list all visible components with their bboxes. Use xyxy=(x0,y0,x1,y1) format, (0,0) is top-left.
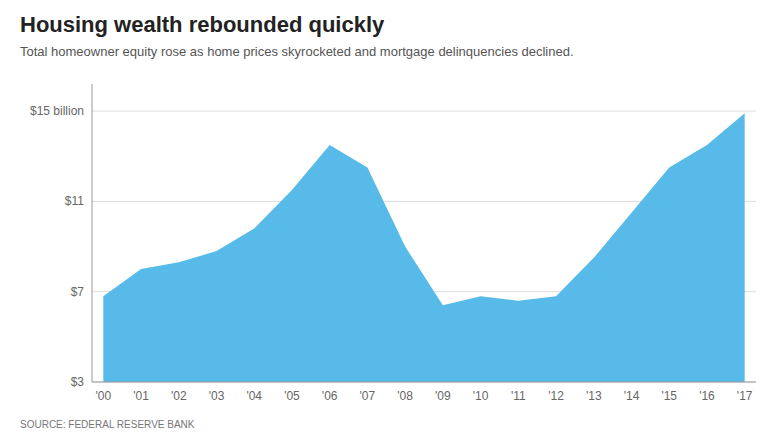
y-axis-line xyxy=(92,84,93,382)
y-tick-label: $7 xyxy=(71,285,85,299)
chart-svg: Housing wealth rebounded quickly Total ho… xyxy=(0,0,780,438)
x-tick-label: '02 xyxy=(171,389,187,403)
x-tick-label: '13 xyxy=(586,389,602,403)
y-tick-label: $11 xyxy=(65,194,84,208)
chart-container: Housing wealth rebounded quickly Total ho… xyxy=(0,0,780,438)
plot-area xyxy=(103,113,744,382)
area xyxy=(103,113,744,382)
grid-line xyxy=(92,382,756,383)
x-tick-label: '14 xyxy=(624,389,640,403)
page-body: {"chart_data": {"type": "area", "title":… xyxy=(0,0,780,438)
x-tick-label: '17 xyxy=(737,389,753,403)
subtitle: Total homeowner equity rose as home pric… xyxy=(20,44,574,59)
x-tick-label: '03 xyxy=(209,389,225,403)
x-tick-label: '10 xyxy=(473,389,489,403)
source: SOURCE: FEDERAL RESERVE BANK xyxy=(20,419,195,430)
x-tick-label: '05 xyxy=(284,389,300,403)
x-axis-line xyxy=(92,382,756,383)
x-tick-label: '08 xyxy=(397,389,413,403)
x-tick-label: '16 xyxy=(699,389,715,403)
x-tick-label: '12 xyxy=(548,389,564,403)
x-tick-label: '01 xyxy=(133,389,149,403)
x-tick-label: '07 xyxy=(360,389,376,403)
y-tick-label: $3 xyxy=(71,375,85,389)
x-tick-label: '11 xyxy=(511,389,526,403)
x-tick-label: '00 xyxy=(95,389,111,403)
title: Housing wealth rebounded quickly xyxy=(20,12,385,37)
x-axis: '00 '01 '02 '03 '04 '05 '06 '07 '08 '09 '10 '11 '12 '… xyxy=(95,389,752,403)
x-tick-label: '06 xyxy=(322,389,338,403)
x-tick-label: '09 xyxy=(435,389,451,403)
x-tick-label: '04 xyxy=(246,389,262,403)
page: Chart html, body { margin: 0; padding: 0… xyxy=(0,0,780,438)
y-axis: $3 $7 $11 $15 billion xyxy=(30,104,756,389)
y-tick-label: $15 billion xyxy=(30,104,84,118)
x-tick-label: '15 xyxy=(661,389,677,403)
grid-line xyxy=(92,111,756,112)
